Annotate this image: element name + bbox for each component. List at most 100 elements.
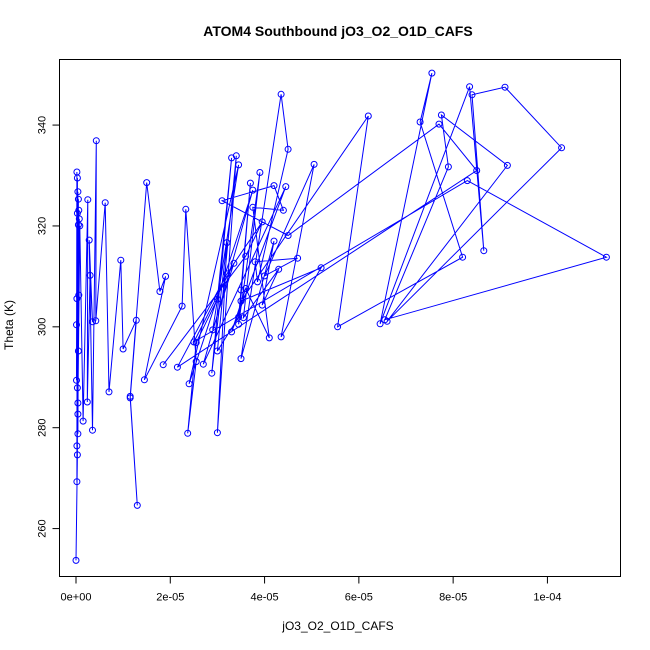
data-point xyxy=(232,152,240,160)
data-point xyxy=(209,326,217,334)
data-point xyxy=(251,258,259,266)
data-point xyxy=(84,196,92,204)
series-line xyxy=(75,72,608,561)
data-point xyxy=(74,347,82,355)
data-point xyxy=(178,302,186,310)
data-point xyxy=(463,177,471,185)
data-point xyxy=(83,398,91,406)
y-tick-label: 260 xyxy=(37,519,49,537)
data-point xyxy=(213,429,221,437)
data-point xyxy=(105,388,113,396)
data-point xyxy=(428,69,436,77)
data-point xyxy=(74,188,82,196)
data-point xyxy=(480,247,488,255)
data-point xyxy=(156,288,164,295)
data-point xyxy=(133,501,141,509)
data-point xyxy=(73,384,81,392)
data-point xyxy=(256,169,264,176)
data-point xyxy=(230,259,238,267)
x-axis-label: jO3_O2_O1D_CAFS xyxy=(281,619,393,633)
data-point xyxy=(162,272,170,280)
data-point xyxy=(242,285,250,292)
data-point xyxy=(184,429,192,437)
data-point xyxy=(265,334,273,342)
data-point xyxy=(381,316,389,324)
data-point xyxy=(249,203,257,211)
data-point xyxy=(119,345,127,353)
y-axis-label: Theta (K) xyxy=(2,300,16,350)
data-point xyxy=(459,253,467,261)
data-point xyxy=(258,218,266,226)
data-point xyxy=(228,328,236,336)
chart-title: ATOM4 Southbound jO3_O2_O1D_CAFS xyxy=(203,23,472,39)
x-tick-label: 1e-04 xyxy=(533,592,561,604)
data-point xyxy=(473,167,481,174)
y-tick-label: 280 xyxy=(37,419,49,437)
data-point xyxy=(192,358,200,366)
data-point xyxy=(334,323,342,331)
data-point xyxy=(249,186,257,194)
data-point xyxy=(237,297,245,305)
data-point xyxy=(364,112,372,120)
x-tick-label: 2e-05 xyxy=(156,592,184,604)
data-point xyxy=(182,205,190,213)
x-tick-label: 4e-05 xyxy=(251,592,279,604)
data-point xyxy=(126,392,134,400)
data-point xyxy=(218,197,226,205)
data-point xyxy=(101,199,109,207)
data-point xyxy=(73,376,80,384)
data-point xyxy=(213,347,221,355)
plot-frame xyxy=(59,59,621,577)
x-tick-label: 0e+00 xyxy=(61,592,92,604)
data-point xyxy=(235,320,243,328)
x-tick-label: 6e-05 xyxy=(345,592,373,604)
data-point xyxy=(317,264,325,272)
x-axis: 0e+00 2e-05 4e-05 6e-05 8e-05 1e-04 xyxy=(61,576,561,604)
data-point xyxy=(223,270,231,278)
data-point xyxy=(74,430,82,438)
data-point xyxy=(246,179,254,187)
data-point xyxy=(173,363,181,371)
data-point xyxy=(558,144,566,152)
data-point xyxy=(270,182,278,190)
data-point xyxy=(73,478,81,486)
data-point xyxy=(282,183,290,191)
data-point xyxy=(294,254,302,262)
data-point xyxy=(89,318,96,326)
y-tick-label: 340 xyxy=(37,116,49,134)
data-point xyxy=(72,556,80,564)
data-point xyxy=(284,145,292,153)
data-point xyxy=(159,361,167,369)
data-point xyxy=(466,83,474,91)
data-point xyxy=(140,376,148,384)
data-point xyxy=(235,161,243,169)
data-point xyxy=(74,410,82,418)
data-point xyxy=(73,321,80,329)
data-point xyxy=(199,360,207,368)
data-point xyxy=(92,137,100,145)
data-point xyxy=(435,120,443,128)
data-point xyxy=(73,451,81,459)
data-point xyxy=(284,232,292,239)
data-point xyxy=(376,320,384,328)
data-point xyxy=(310,160,318,168)
data-point xyxy=(75,215,83,223)
data-point xyxy=(261,272,269,280)
data-point xyxy=(239,314,247,322)
data-point xyxy=(277,333,285,341)
data-point xyxy=(277,90,285,98)
data-point xyxy=(235,313,243,321)
data-point xyxy=(213,295,221,303)
data-point xyxy=(270,237,278,245)
data-point xyxy=(190,338,198,346)
data-point xyxy=(501,83,509,91)
x-tick-label: 8e-05 xyxy=(439,592,467,604)
data-point xyxy=(73,442,81,450)
data-point xyxy=(73,295,81,303)
data-point xyxy=(185,380,193,388)
data-point xyxy=(223,239,231,247)
data-point xyxy=(242,252,250,260)
data-point xyxy=(89,426,96,434)
data-point xyxy=(237,286,245,294)
data-point xyxy=(468,91,476,99)
